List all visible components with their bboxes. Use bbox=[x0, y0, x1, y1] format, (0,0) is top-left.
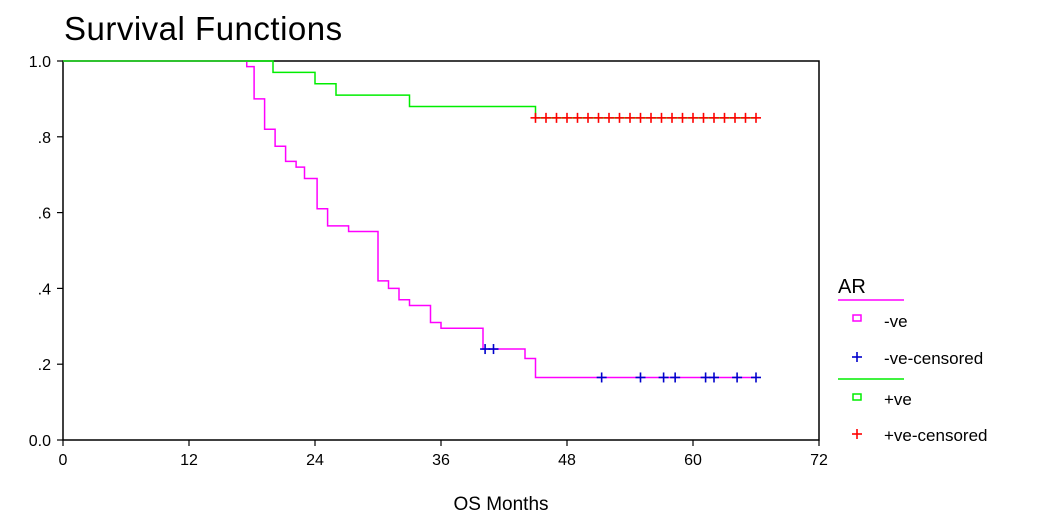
series-line-neg bbox=[63, 60, 756, 379]
censor-mark-neg bbox=[700, 372, 711, 383]
legend-title: AR bbox=[838, 276, 866, 298]
censor-mark-pos bbox=[698, 112, 709, 123]
y-tick-label: .4 bbox=[38, 281, 51, 298]
legend: AR -ve -ve-censored +ve +ve-censored bbox=[838, 276, 987, 445]
censor-mark-neg bbox=[488, 344, 499, 355]
censor-mark-neg bbox=[709, 372, 719, 383]
x-tick-label: 0 bbox=[59, 452, 68, 469]
censor-mark-pos bbox=[614, 112, 625, 123]
legend-label-neg: -ve bbox=[884, 312, 908, 331]
censor-mark-pos bbox=[572, 112, 583, 123]
censor-mark-neg bbox=[658, 372, 669, 383]
censor-mark-pos bbox=[730, 112, 740, 123]
censor-mark-pos bbox=[677, 112, 688, 123]
censor-mark-pos bbox=[709, 112, 719, 123]
legend-marker-neg bbox=[852, 314, 862, 322]
censor-mark-pos bbox=[656, 112, 667, 123]
legend-label-pos: +ve bbox=[884, 390, 912, 409]
x-tick-label: 12 bbox=[180, 452, 198, 469]
censor-mark-neg bbox=[670, 372, 681, 383]
legend-label-neg-censored: -ve-censored bbox=[884, 349, 983, 368]
censor-mark-pos bbox=[719, 112, 730, 123]
chart-title: Survival Functions bbox=[64, 10, 343, 47]
censor-mark-neg bbox=[480, 344, 491, 355]
axes: 0 12 24 36 48 60 72 0.0 .2 .4 .6 .8 1.0 OS Months bbox=[29, 54, 828, 515]
x-tick-label: 60 bbox=[684, 452, 702, 469]
y-tick-label: 0.0 bbox=[29, 433, 51, 450]
censor-mark-pos bbox=[751, 112, 761, 123]
censor-mark-pos bbox=[635, 112, 646, 123]
censor-mark-pos bbox=[593, 112, 604, 123]
censor-mark-neg bbox=[635, 372, 646, 383]
censor-mark-pos bbox=[583, 112, 593, 123]
censor-mark-pos bbox=[667, 112, 677, 123]
censor-mark-neg bbox=[596, 372, 607, 383]
censor-mark-pos bbox=[688, 112, 698, 123]
censor-mark-pos bbox=[646, 112, 656, 123]
y-tick-label: 1.0 bbox=[29, 54, 51, 71]
censor-mark-pos bbox=[740, 112, 751, 123]
censor-mark-pos bbox=[551, 112, 562, 123]
x-tick-label: 72 bbox=[810, 452, 828, 469]
x-tick-label: 36 bbox=[432, 452, 450, 469]
censor-mark-pos bbox=[530, 112, 541, 123]
censor-mark-pos bbox=[541, 112, 551, 123]
censor-mark-pos bbox=[625, 112, 635, 123]
legend-marker-pos bbox=[852, 393, 862, 401]
y-tick-label: .6 bbox=[38, 206, 51, 223]
x-tick-label: 24 bbox=[306, 452, 324, 469]
y-tick-label: .8 bbox=[38, 130, 51, 147]
x-axis-label: OS Months bbox=[453, 494, 548, 515]
y-tick-label: .2 bbox=[38, 357, 51, 374]
censor-mark-neg bbox=[751, 372, 761, 383]
x-tick-label: 48 bbox=[558, 452, 576, 469]
censor-mark-pos bbox=[604, 112, 614, 123]
series-layer bbox=[63, 60, 761, 383]
legend-label-pos-censored: +ve-censored bbox=[884, 426, 987, 445]
series-line-pos bbox=[63, 60, 756, 119]
censor-mark-neg bbox=[732, 372, 743, 383]
censor-mark-pos bbox=[562, 112, 572, 123]
